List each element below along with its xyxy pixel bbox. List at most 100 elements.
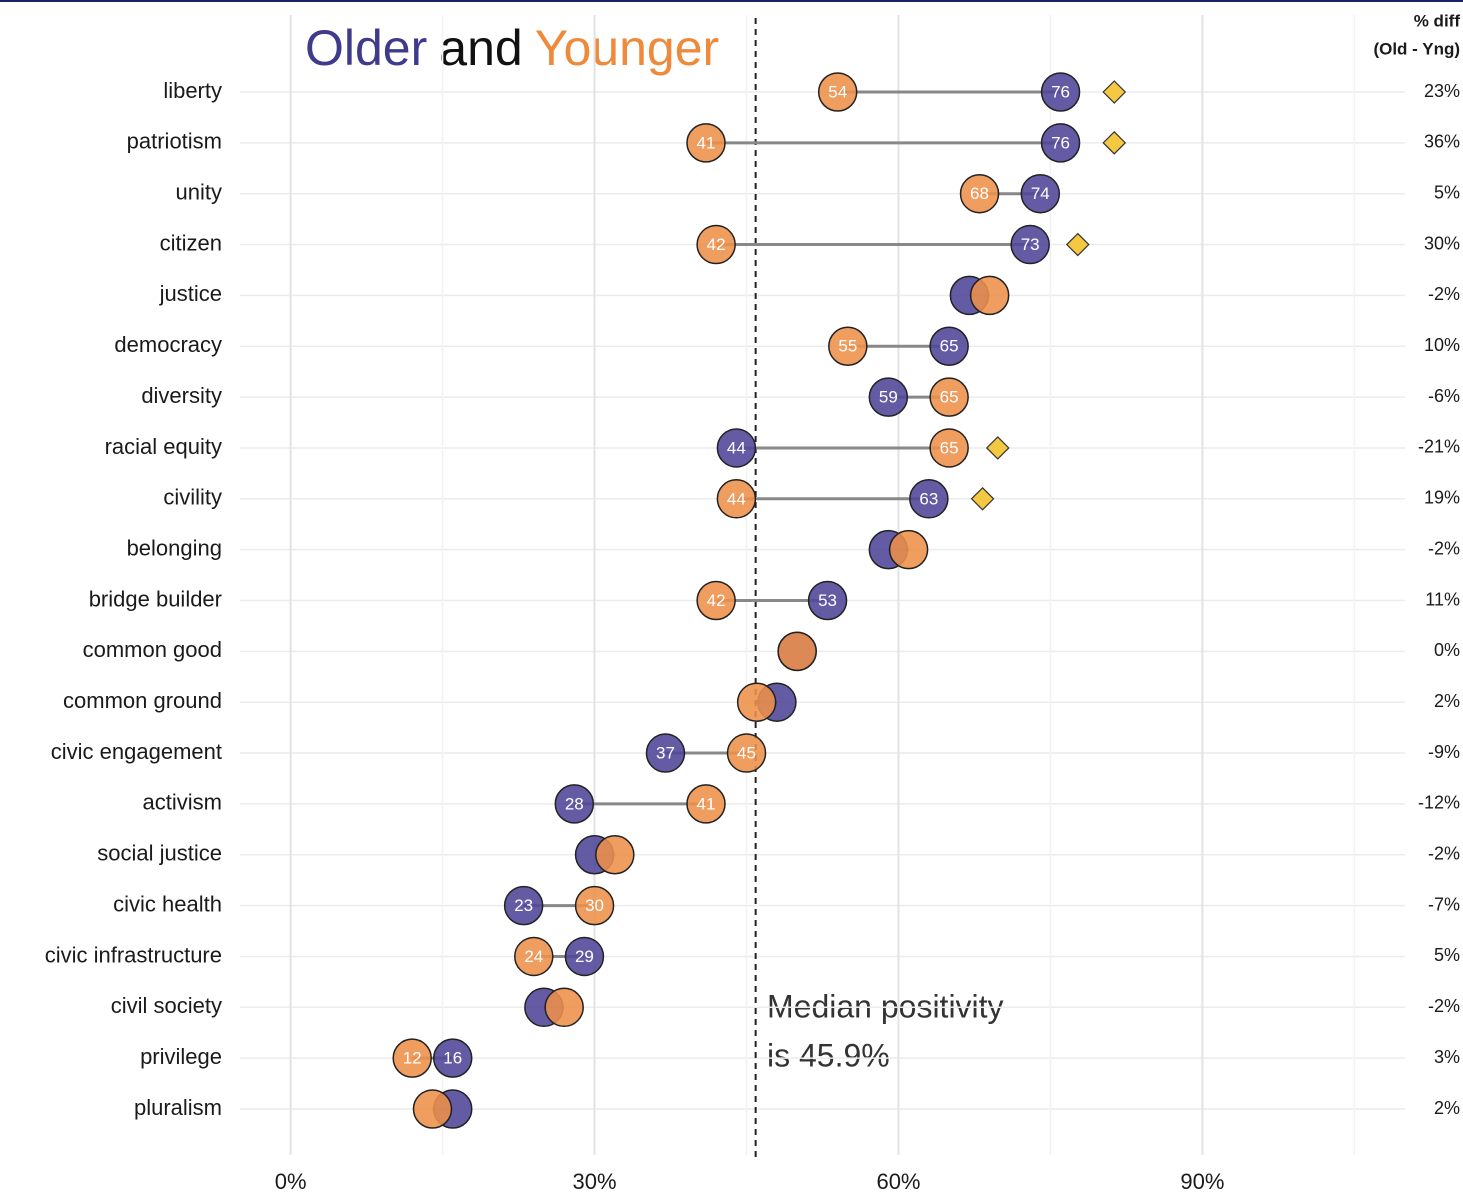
point-label: 65: [940, 438, 959, 457]
point-label: 28: [565, 794, 584, 813]
point: [716, 428, 757, 468]
point-label: 42: [707, 591, 726, 610]
category-label: civility: [163, 485, 222, 510]
title-part: Younger: [535, 20, 719, 76]
point-label: 59: [879, 388, 898, 407]
category-label: activism: [143, 790, 222, 815]
x-tick-label: 0%: [275, 1169, 307, 1194]
point-label: 53: [818, 591, 837, 610]
point-label: 76: [1051, 82, 1070, 101]
point-label: 54: [828, 82, 847, 101]
diff-label: 5%: [1434, 182, 1460, 202]
diff-label: -9%: [1428, 742, 1460, 762]
diff-label: 2%: [1434, 691, 1460, 711]
diff-label: -6%: [1428, 386, 1460, 406]
category-label: patriotism: [127, 129, 222, 154]
point-label: 65: [940, 388, 959, 407]
diff-label: -2%: [1428, 284, 1460, 304]
point: [1040, 123, 1081, 163]
title-part: Older: [305, 20, 427, 76]
x-tick-label: 30%: [573, 1169, 617, 1194]
point: [969, 275, 1010, 316]
point: [432, 1038, 473, 1078]
point-label: 76: [1051, 133, 1070, 152]
point: [929, 377, 969, 417]
point-label: 41: [697, 794, 716, 813]
significance-marker: [1102, 80, 1127, 104]
diff-label: -7%: [1428, 894, 1460, 914]
point: [868, 377, 909, 417]
significance-marker: [985, 436, 1010, 460]
point: [1010, 224, 1050, 265]
top-border: [0, 0, 1463, 2]
point: [726, 733, 767, 773]
point: [929, 428, 969, 468]
point-label: 73: [1021, 235, 1040, 254]
diff-label: 2%: [1434, 1098, 1460, 1118]
point-label: 29: [575, 947, 594, 966]
point: [645, 733, 686, 773]
point: [574, 885, 615, 926]
point-label: 42: [707, 235, 726, 254]
point-label: 65: [940, 337, 959, 356]
diff-label: 0%: [1434, 640, 1460, 660]
point: [514, 936, 554, 977]
category-label: common good: [83, 637, 222, 662]
category-label: democracy: [114, 332, 222, 357]
diff-label: -21%: [1418, 437, 1460, 457]
point-label: 68: [970, 184, 989, 203]
point: [888, 529, 929, 570]
significance-marker: [970, 486, 995, 511]
point: [564, 936, 605, 977]
grid: [240, 15, 1405, 1155]
category-label: privilege: [140, 1044, 222, 1069]
category-label: civic health: [113, 891, 222, 916]
category-label: pluralism: [134, 1095, 222, 1120]
category-label: racial equity: [105, 434, 222, 459]
category-label: bridge builder: [89, 586, 222, 611]
point-label: 41: [697, 133, 716, 152]
point-label: 16: [443, 1049, 462, 1068]
point: [736, 682, 777, 722]
diff-label: -2%: [1428, 996, 1460, 1016]
point: [686, 123, 726, 163]
category-label: diversity: [141, 383, 222, 408]
category-label: liberty: [163, 78, 222, 103]
point-label: 24: [524, 947, 543, 966]
annotation: Median positivity: [767, 988, 1004, 1024]
significance-marker: [1102, 131, 1127, 155]
diff-header: % diff: [1414, 11, 1461, 30]
point: [1020, 173, 1061, 214]
point-label: 12: [403, 1049, 422, 1068]
x-tick-label: 90%: [1180, 1169, 1224, 1194]
diff-label: 5%: [1434, 945, 1460, 965]
diff-label: 19%: [1424, 488, 1460, 508]
point: [503, 885, 544, 926]
diff-label: -12%: [1418, 793, 1460, 813]
point: [817, 72, 858, 112]
point: [929, 326, 969, 366]
point-label: 55: [838, 337, 857, 356]
point-label: 63: [919, 489, 938, 508]
point: [716, 479, 757, 519]
point-label: 44: [727, 438, 746, 457]
annotation: is 45.9%: [767, 1037, 890, 1073]
category-label: civic engagement: [51, 739, 222, 764]
point: [959, 173, 1000, 214]
point: [828, 326, 868, 366]
point: [392, 1038, 432, 1078]
diff-label: 36%: [1424, 132, 1460, 152]
diff-label: 11%: [1425, 589, 1460, 609]
significance-marker: [1065, 232, 1090, 257]
category-label: belonging: [127, 535, 222, 560]
point-label: 74: [1031, 184, 1050, 203]
point-label: 44: [727, 489, 746, 508]
category-label: civil society: [111, 993, 222, 1018]
point: [807, 580, 848, 621]
point: [595, 835, 635, 875]
diff-label: 30%: [1424, 233, 1460, 253]
chart-title: Older and Younger: [305, 20, 719, 76]
diff-header: (Old - Yng): [1373, 39, 1460, 58]
point: [696, 580, 736, 621]
